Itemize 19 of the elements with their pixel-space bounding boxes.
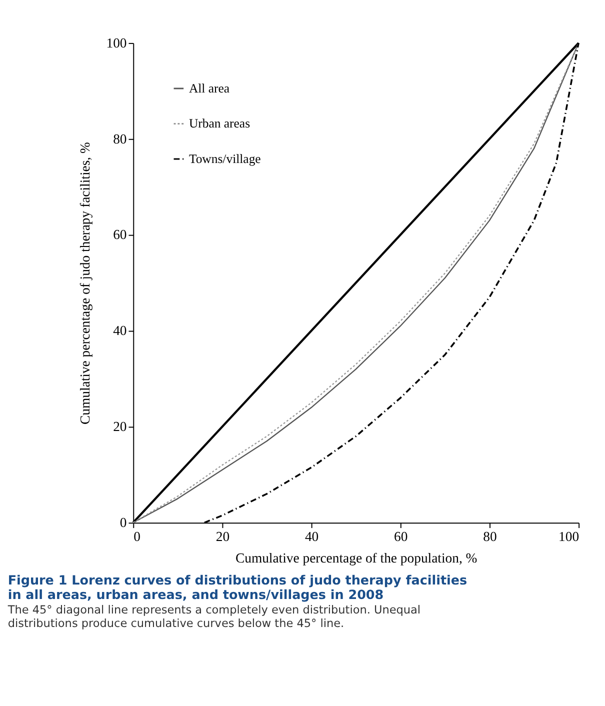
legend-label: All area <box>188 81 230 96</box>
legend-label: Urban areas <box>188 116 250 131</box>
text: The 45° diagonal line represents a completely even distribution. Unequal distributions produce cumulative curves below the 45° line. <box>6 604 421 630</box>
x-tick-label: 40 <box>304 528 319 544</box>
x-axis-title: Cumulative percentage of the population, % <box>235 550 478 566</box>
x-tick-label: 100 <box>558 528 580 544</box>
y-tick-label: 20 <box>113 419 127 434</box>
y-axis-title: Cumulative percentage of judo therapy facilities, % <box>78 142 93 424</box>
legend-label: Towns/village <box>188 152 262 166</box>
x-tick-label: 20 <box>216 528 230 544</box>
y-tick-label: 60 <box>113 227 127 242</box>
x-tick-label: 0 <box>134 528 141 544</box>
y-tick-label: 0 <box>120 515 127 530</box>
x-tick-label: 80 <box>483 528 497 544</box>
x-tick-label: 60 <box>394 528 408 544</box>
y-tick-label: 40 <box>113 323 127 338</box>
text: Figure 1 Lorenz curves of distributions of judo therapy facilities in all areas, urban areas, and towns/villages in 2008 <box>8 572 468 602</box>
y-tick-label: 100 <box>106 35 127 50</box>
y-tick-label: 80 <box>113 131 127 146</box>
